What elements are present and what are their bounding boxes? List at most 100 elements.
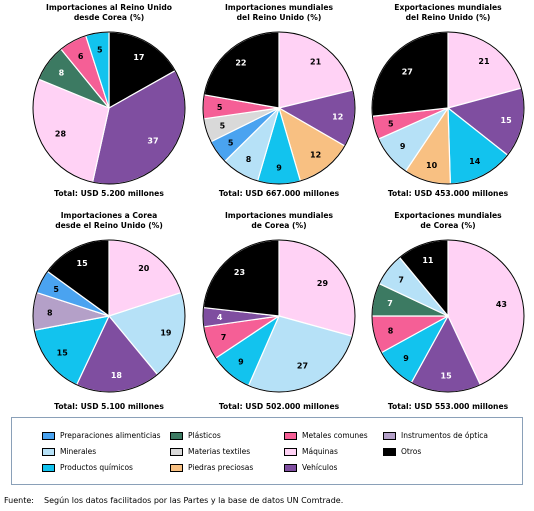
pie-title: de Corea (%) — [251, 221, 306, 230]
source-label: Fuente: — [4, 496, 34, 505]
pie-slice — [203, 31, 280, 109]
pie-value-label: 15 — [441, 371, 453, 380]
pie-value-label: 19 — [160, 329, 172, 338]
pie-outline — [202, 31, 356, 185]
pie-value-label: 9 — [238, 357, 244, 366]
source-text: Según los datos facilitados por las Part… — [44, 496, 344, 505]
legend-item: Metales comunes — [284, 431, 368, 440]
legend-item: Preparaciones alimenticias — [42, 431, 161, 440]
legend-swatch — [170, 431, 183, 440]
source-note: Fuente: Según los datos facilitados por l… — [4, 496, 343, 505]
legend-item: Plásticos — [170, 431, 221, 440]
pie-value-label: 14 — [469, 157, 481, 166]
legend-label: Materias textiles — [188, 447, 251, 456]
pie-value-label: 20 — [138, 264, 150, 273]
pie-title: desde el Reino Unido (%) — [55, 221, 163, 230]
pie-outline — [202, 239, 356, 393]
pie-value-label: 4 — [217, 313, 223, 322]
legend-swatch — [42, 463, 55, 472]
pie-value-label: 15 — [501, 116, 513, 125]
legend-swatch — [170, 447, 183, 456]
pie-total: Total: USD 5.200 millones — [54, 189, 164, 198]
pie-total: Total: USD 553.000 millones — [388, 402, 509, 411]
legend-label: Preparaciones alimenticias — [60, 431, 161, 440]
pie-value-label: 8 — [47, 308, 53, 317]
legend-label: Productos químicos — [60, 463, 133, 472]
pie-value-label: 9 — [276, 163, 282, 172]
pie-value-label: 27 — [402, 68, 413, 77]
pie-value-label: 21 — [310, 57, 322, 66]
pie-outline — [371, 31, 525, 185]
pie-value-label: 8 — [388, 327, 394, 336]
legend-swatch — [284, 463, 297, 472]
legend-label: Vehículos — [302, 463, 338, 472]
legend-item: Minerales — [42, 447, 96, 456]
pie-title: del Reino Unido (%) — [406, 13, 491, 22]
pie-value-label: 28 — [55, 129, 67, 138]
pie-value-label: 5 — [97, 45, 103, 54]
legend-swatch — [170, 463, 183, 472]
legend-label: Metales comunes — [302, 431, 368, 440]
pie-value-label: 5 — [220, 122, 226, 131]
pie-slice — [202, 239, 280, 317]
legend-label: Instrumentos de óptica — [401, 431, 488, 440]
legend-item: Instrumentos de óptica — [383, 431, 488, 440]
legend-swatch — [42, 431, 55, 440]
legend-label: Plásticos — [188, 431, 221, 440]
pie-value-label: 6 — [78, 52, 84, 61]
pie-value-label: 15 — [57, 348, 69, 357]
pie-title: del Reino Unido (%) — [237, 13, 322, 22]
legend-item: Vehículos — [284, 463, 337, 472]
pie-value-label: 10 — [426, 161, 438, 170]
pie-value-label: 12 — [310, 151, 321, 160]
pie-value-label: 8 — [246, 155, 252, 164]
pie-value-label: 5 — [217, 103, 223, 112]
legend-swatch — [284, 431, 297, 440]
pie-title: de Corea (%) — [420, 221, 475, 230]
pie-title: Importaciones a Corea — [61, 211, 158, 220]
pie-value-label: 7 — [398, 276, 404, 285]
legend-swatch — [383, 447, 396, 456]
pie-total: Total: USD 453.000 millones — [388, 189, 509, 198]
pie-value-label: 5 — [53, 285, 59, 294]
pie-value-label: 37 — [147, 137, 158, 146]
pie-total: Total: USD 502.000 millones — [219, 402, 340, 411]
pie-value-label: 18 — [111, 371, 123, 380]
pie-value-label: 8 — [59, 69, 65, 78]
legend-item: Productos químicos — [42, 463, 133, 472]
pie-outline — [32, 239, 186, 393]
legend: Preparaciones alimenticias Plásticos Met… — [11, 417, 523, 485]
legend-item: Piedras preciosas — [170, 463, 253, 472]
legend-label: Otros — [401, 447, 422, 456]
pie-value-label: 5 — [388, 120, 394, 129]
legend-label: Máquinas — [302, 447, 338, 456]
legend-item: Materias textiles — [170, 447, 250, 456]
pie-title: Importaciones mundiales — [225, 211, 334, 220]
pie-title: Importaciones al Reino Unido — [46, 3, 172, 12]
pie-value-label: 15 — [77, 259, 89, 268]
legend-label: Minerales — [60, 447, 97, 456]
legend-item: Otros — [383, 447, 421, 456]
pie-value-label: 7 — [387, 299, 393, 308]
pie-outline — [371, 239, 525, 393]
pie-value-label: 12 — [332, 112, 343, 121]
pie-title: Exportaciones mundiales — [394, 211, 502, 220]
pie-value-label: 22 — [235, 59, 246, 68]
legend-swatch — [42, 447, 55, 456]
pie-value-label: 11 — [422, 256, 434, 265]
pie-title: desde Corea (%) — [74, 13, 144, 22]
legend-swatch — [284, 447, 297, 456]
legend-label: Piedras preciosas — [188, 463, 254, 472]
pie-value-label: 5 — [228, 138, 234, 147]
legend-swatch — [383, 431, 396, 440]
pie-value-label: 21 — [478, 57, 490, 66]
pie-value-label: 29 — [317, 279, 329, 288]
pie-total: Total: USD 5.100 millones — [54, 402, 164, 411]
pie-title: Importaciones mundiales — [225, 3, 334, 12]
